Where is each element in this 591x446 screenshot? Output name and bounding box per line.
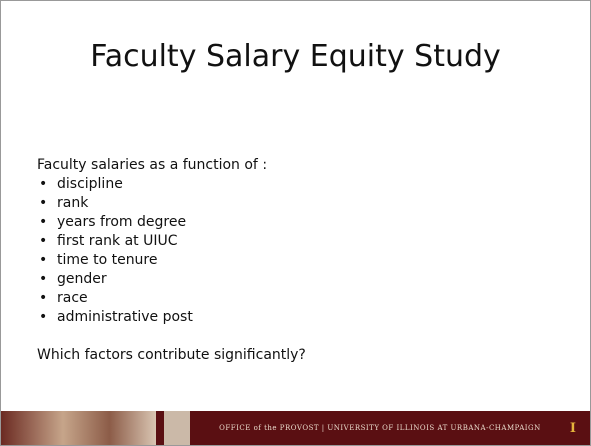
slide-title: Faculty Salary Equity Study <box>1 39 590 74</box>
footer: OFFICE of the PROVOST | UNIVERSITY OF IL… <box>1 411 590 445</box>
intro: Faculty salaries as a function of : <box>37 156 306 175</box>
bullet: time to tenure <box>57 251 306 270</box>
question: Which factors contribute significantly? <box>37 346 306 365</box>
bullet: administrative post <box>57 308 306 327</box>
bullet: race <box>57 289 306 308</box>
slide-body: Faculty salaries as a function of : disc… <box>37 156 306 365</box>
bullet: rank <box>57 194 306 213</box>
footer-text: OFFICE of the PROVOST | UNIVERSITY OF IL… <box>190 424 570 432</box>
office: OFFICE of the PROVOST <box>219 424 319 432</box>
logo: I <box>570 421 576 436</box>
bullet: discipline <box>57 175 306 194</box>
footer-band <box>164 411 190 445</box>
separator: | <box>322 424 325 432</box>
slide: Faculty Salary Equity Study Faculty sala… <box>0 0 591 446</box>
bullet: gender <box>57 270 306 289</box>
university: UNIVERSITY OF ILLINOIS AT URBANA-CHAMPAI… <box>327 424 540 432</box>
bullet: years from degree <box>57 213 306 232</box>
footer-photo <box>1 411 156 445</box>
bullet-list: disciplinerankyears from degreefirst ran… <box>37 175 306 327</box>
bullet: first rank at UIUC <box>57 232 306 251</box>
